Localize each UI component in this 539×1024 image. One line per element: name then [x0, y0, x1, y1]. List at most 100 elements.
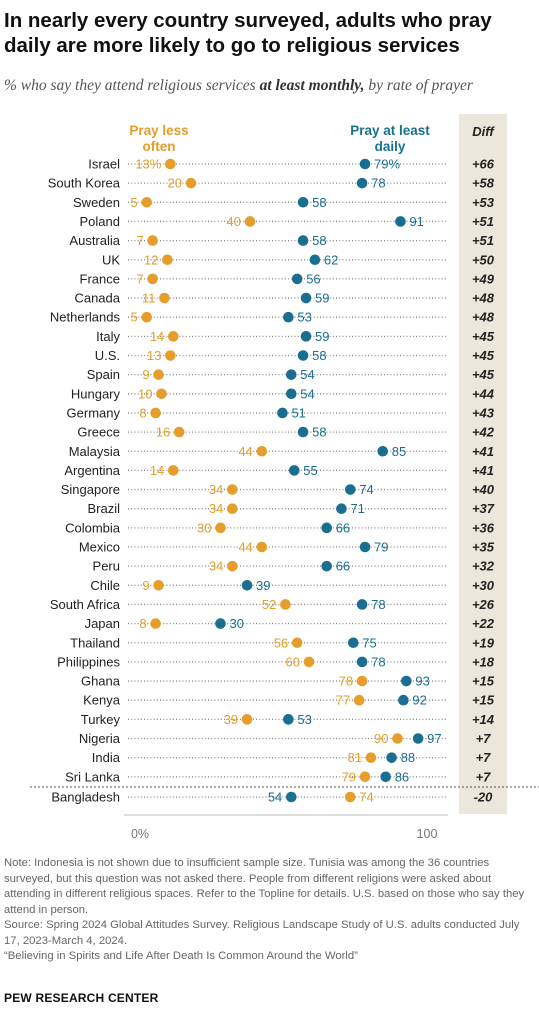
legend-less-often-label: Pray less: [129, 123, 188, 138]
dot-pray-less-often: [345, 791, 356, 803]
dot-pray-daily: [386, 752, 397, 763]
country-label: Sri Lanka: [65, 769, 121, 784]
source-text: Source: Spring 2024 Global Attitudes Sur…: [4, 919, 520, 947]
diff-value: +53: [472, 195, 495, 210]
dot-pray-less-often: [150, 407, 161, 419]
x-tick-label: 100: [417, 827, 438, 841]
country-label: France: [80, 271, 120, 286]
value-label-daily: 79%: [374, 157, 400, 172]
diff-value: +7: [476, 769, 492, 784]
diff-value: +35: [472, 540, 495, 555]
value-label-less-often: 44: [238, 444, 252, 459]
country-label: Israel: [88, 157, 120, 172]
dot-pray-daily: [395, 216, 406, 227]
value-label-less-often: 13: [147, 348, 161, 363]
dot-pray-less-often: [359, 771, 371, 783]
dot-pray-less-often: [365, 752, 377, 763]
value-label-less-often: 81: [347, 750, 361, 765]
dot-pray-daily: [297, 426, 309, 438]
value-label-less-often: 8: [139, 405, 146, 420]
diff-value: +30: [472, 578, 495, 593]
dot-pray-less-often: [256, 445, 268, 457]
value-label-less-often: 56: [274, 635, 288, 650]
value-label-less-often: 40: [227, 214, 241, 229]
dot-pray-daily: [321, 522, 333, 534]
country-label: Italy: [96, 329, 120, 344]
diff-value: +58: [472, 176, 495, 191]
value-label-less-often: 14: [150, 463, 164, 478]
country-label: Hungary: [71, 386, 121, 401]
value-label-daily: 85: [392, 444, 406, 459]
value-label-less-often: 10: [138, 386, 152, 401]
country-label: Greece: [77, 425, 120, 440]
value-label-daily: 53: [297, 712, 311, 727]
dot-pray-less-often: [168, 331, 179, 342]
value-label-daily: 56: [306, 271, 320, 286]
country-label: Spain: [87, 367, 120, 382]
diff-value: +7: [476, 731, 492, 746]
value-label-daily: 66: [336, 520, 350, 535]
country-label: Turkey: [81, 712, 121, 727]
subtitle-text: % who say they attend religious services: [4, 77, 260, 94]
dot-pray-less-often: [141, 311, 153, 323]
value-label-daily: 75: [362, 635, 376, 650]
country-label: Singapore: [61, 482, 120, 497]
value-label-daily: 53: [297, 310, 311, 325]
value-label-less-often: 8: [139, 616, 146, 631]
value-label-daily: 97: [427, 731, 441, 746]
dot-pray-less-often: [162, 254, 173, 266]
dot-pray-less-often: [215, 522, 226, 534]
value-label-daily: 88: [401, 750, 415, 765]
value-label-daily: 71: [350, 501, 364, 516]
diff-value: +32: [472, 559, 495, 574]
dot-pray-less-often: [392, 733, 403, 744]
country-label: Germany: [67, 405, 121, 420]
dot-pray-daily: [401, 675, 412, 687]
pew-logo-text: PEW RESEARCH CENTER: [4, 991, 159, 1005]
dot-pray-daily: [288, 465, 300, 476]
dot-pray-daily: [215, 618, 226, 629]
dot-pray-less-often: [147, 273, 158, 285]
legend-less-often-label: often: [143, 139, 176, 154]
country-label: Thailand: [70, 635, 120, 650]
dot-pray-daily: [283, 714, 294, 725]
diff-value: +48: [472, 310, 495, 325]
dot-pray-less-often: [244, 216, 256, 227]
value-label-less-often: 30: [197, 520, 211, 535]
dot-pray-less-often: [291, 637, 303, 649]
diff-value: +51: [472, 214, 494, 229]
diff-value: +48: [472, 291, 495, 306]
country-label: Brazil: [87, 501, 120, 516]
dot-pray-less-often: [150, 618, 161, 629]
country-label: Chile: [90, 578, 120, 593]
value-label-less-often: 7: [136, 271, 143, 286]
dot-pray-daily: [345, 484, 356, 495]
dot-pray-daily: [377, 445, 389, 457]
value-label-daily: 78: [371, 597, 385, 612]
dot-pray-daily: [356, 656, 368, 668]
dot-pray-less-often: [280, 599, 291, 610]
value-label-less-often: 5: [131, 195, 138, 210]
diff-value: +42: [472, 425, 495, 440]
value-label-less-often: 34: [209, 559, 223, 574]
dot-pray-less-often: [173, 426, 185, 438]
country-label: India: [92, 750, 121, 765]
dot-pray-less-often: [303, 656, 315, 668]
value-label-less-often: 77: [336, 693, 350, 708]
dot-pray-less-often: [227, 503, 238, 514]
value-label-less-often: 44: [238, 540, 252, 555]
value-label-daily: 58: [312, 348, 326, 363]
legend-daily-label: daily: [375, 139, 406, 154]
dot-pray-less-often: [168, 465, 179, 476]
country-label: Australia: [69, 233, 120, 248]
country-label: Poland: [80, 214, 120, 229]
value-label-less-often: 16: [156, 425, 170, 440]
value-label-daily: 79: [374, 540, 388, 555]
value-label-daily: 59: [315, 329, 329, 344]
country-label: Netherlands: [50, 310, 121, 325]
chart-title: In nearly every country surveyed, adults…: [4, 9, 492, 57]
value-label-less-often: 9: [142, 578, 149, 593]
dot-pray-less-often: [227, 484, 238, 495]
value-label-less-often: 13%: [135, 157, 161, 172]
diff-value: +36: [472, 520, 495, 535]
